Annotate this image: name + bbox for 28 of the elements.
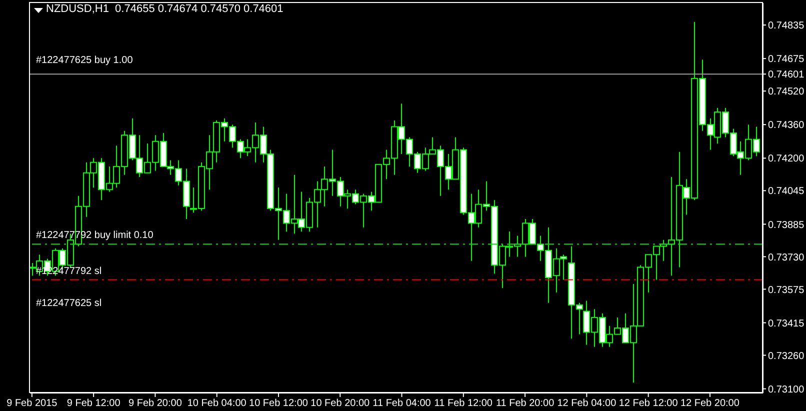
x-tick-label: 10 Feb 20:00 <box>310 398 370 410</box>
x-tick-label: 11 Feb 20:00 <box>496 398 555 410</box>
y-tick-label: 0.73885 <box>768 220 805 231</box>
annotation: #122477625 buy 1.00 <box>36 55 133 66</box>
annotation: #122477625 sl <box>36 298 102 309</box>
x-tick-label: 10 Feb 04:00 <box>187 398 247 410</box>
x-tick-label: 10 Feb 12:00 <box>249 398 308 410</box>
y-tick-label: 0.73100 <box>768 384 805 396</box>
x-tick-label: 12 Feb 12:00 <box>618 398 678 410</box>
x-tick-label: 9 Feb 20:00 <box>128 398 182 410</box>
x-tick-label: 12 Feb 20:00 <box>680 398 740 410</box>
y-tick-label: 0.73260 <box>768 350 805 362</box>
y-tick-label: 0.73575 <box>768 284 805 296</box>
y-tick-label: 0.74360 <box>768 120 805 132</box>
y-tick-label: 0.74835 <box>768 20 805 32</box>
y-tick-label: 0.74601 <box>768 70 805 81</box>
x-tick-label: 11 Feb 12:00 <box>434 398 493 410</box>
x-tick-label: 12 Feb 04:00 <box>557 398 617 410</box>
x-tick-label: 9 Feb 12:00 <box>66 398 121 410</box>
chart-title: NZDUSD,H1 0.74655 0.74674 0.74570 0.74601 <box>46 3 284 15</box>
y-tick-label: 0.73415 <box>768 318 805 330</box>
y-tick-label: 0.74520 <box>768 86 805 98</box>
x-tick-label: 11 Feb 04:00 <box>372 398 432 410</box>
y-tick-label: 0.73730 <box>768 252 805 264</box>
x-tick-label: 9 Feb 2015 <box>6 398 58 410</box>
y-tick-label: 0.74045 <box>768 186 805 198</box>
y-tick-label: 0.74200 <box>768 154 805 165</box>
y-tick-label: 0.74675 <box>768 54 805 66</box>
